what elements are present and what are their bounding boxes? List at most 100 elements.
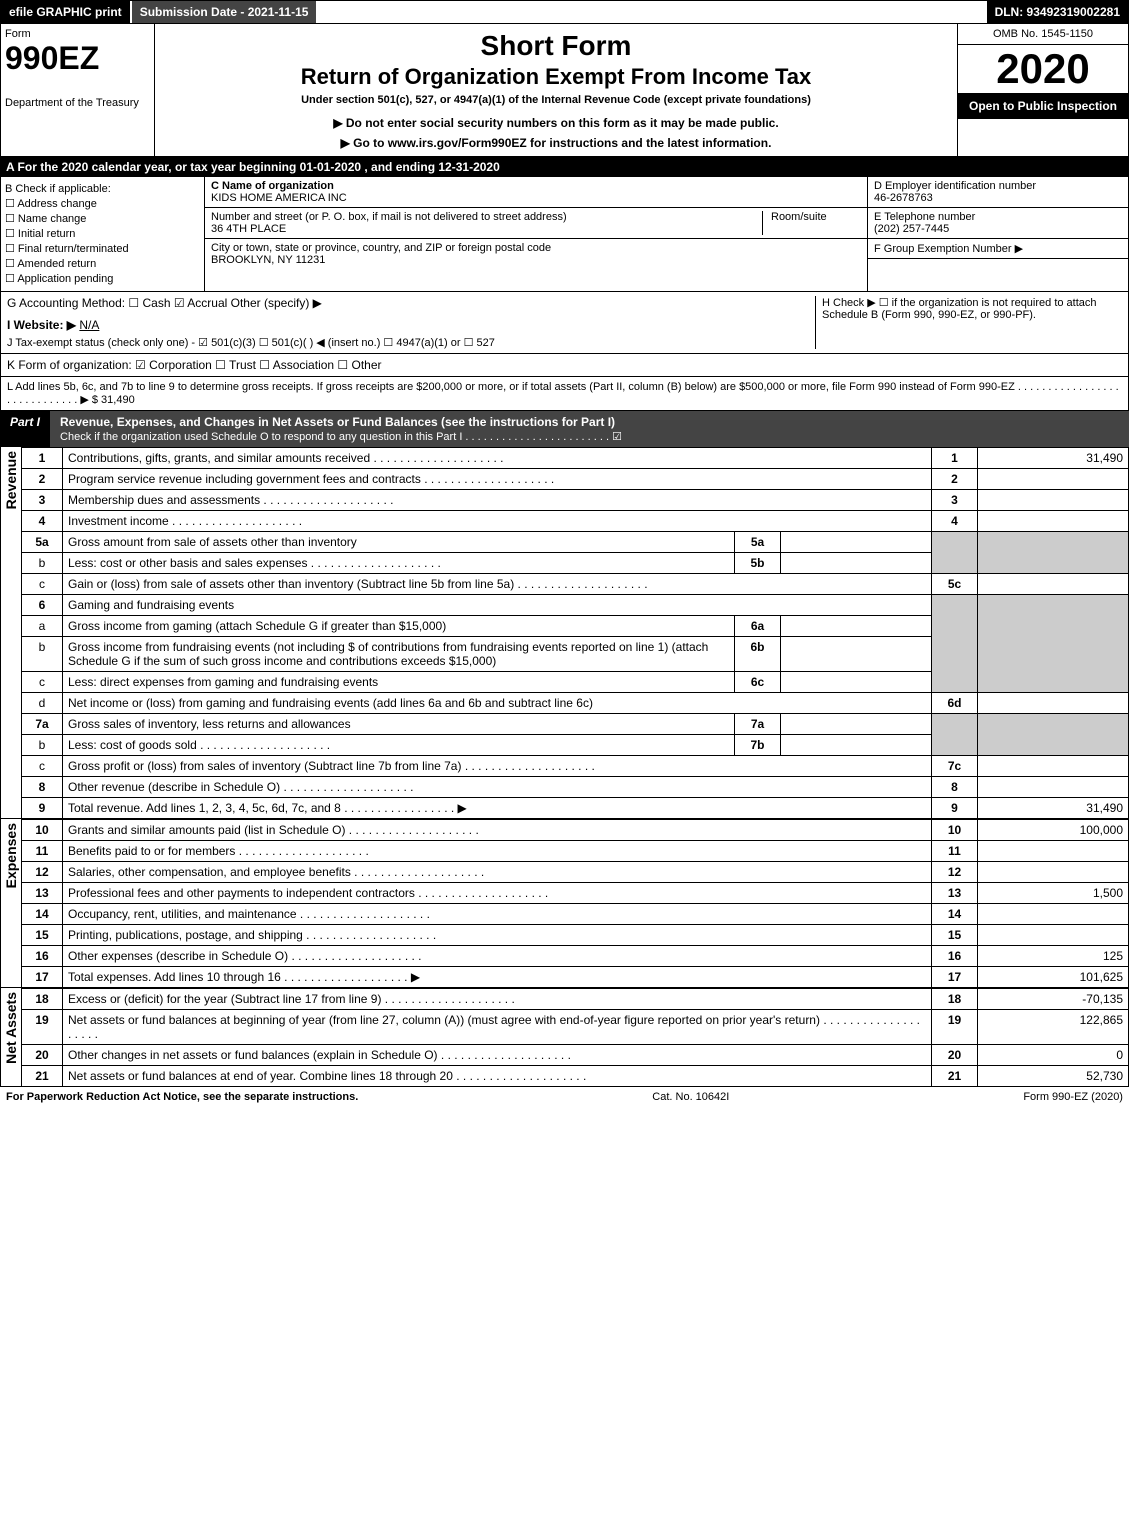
line-5b-box: 5b	[735, 553, 781, 574]
street: 36 4TH PLACE	[211, 223, 286, 235]
line-18-amt: -70,135	[978, 989, 1129, 1010]
line-7a-text: Gross sales of inventory, less returns a…	[63, 714, 735, 735]
line-21-text: Net assets or fund balances at end of ye…	[63, 1066, 932, 1087]
line-8-box: 8	[932, 777, 978, 798]
net-assets-section: Net Assets 18Excess or (deficit) for the…	[0, 988, 1129, 1087]
line-5c-box: 5c	[932, 574, 978, 595]
telephone: (202) 257-7445	[874, 223, 949, 235]
line-7b-amt	[781, 735, 932, 756]
b-name-change: Name change	[5, 212, 200, 225]
line-6-text: Gaming and fundraising events	[63, 595, 932, 616]
line-7a-box: 7a	[735, 714, 781, 735]
website-label: I Website: ▶	[7, 318, 76, 332]
b-amended: Amended return	[5, 257, 200, 270]
line-9-text: Total revenue. Add lines 1, 2, 3, 4, 5c,…	[68, 801, 341, 815]
line-5b-amt	[781, 553, 932, 574]
line-6d-text: Net income or (loss) from gaming and fun…	[63, 693, 932, 714]
line-8-amt	[978, 777, 1129, 798]
line-14-amt	[978, 904, 1129, 925]
part1-header: Part I Revenue, Expenses, and Changes in…	[0, 411, 1129, 447]
line-17-box: 17	[932, 967, 978, 988]
line-2-amt	[978, 469, 1129, 490]
line-13-amt: 1,500	[978, 883, 1129, 904]
tax-year: 2020	[958, 45, 1128, 93]
line-2-text: Program service revenue including govern…	[63, 469, 932, 490]
line-6c-box: 6c	[735, 672, 781, 693]
b-initial-return: Initial return	[5, 227, 200, 240]
line-7c-amt	[978, 756, 1129, 777]
line-19-amt: 122,865	[978, 1010, 1129, 1045]
netassets-side-label: Net Assets	[1, 988, 21, 1068]
line-6a-box: 6a	[735, 616, 781, 637]
line-13-box: 13	[932, 883, 978, 904]
line-15-box: 15	[932, 925, 978, 946]
line-16-text: Other expenses (describe in Schedule O)	[63, 946, 932, 967]
top-bar: efile GRAPHIC print Submission Date - 20…	[0, 0, 1129, 24]
part1-title: Revenue, Expenses, and Changes in Net As…	[60, 415, 615, 429]
line-9-box: 9	[932, 798, 978, 819]
line-7b-text: Less: cost of goods sold	[63, 735, 735, 756]
form-header: Form 990EZ Department of the Treasury Sh…	[0, 24, 1129, 157]
line-20-text: Other changes in net assets or fund bala…	[63, 1045, 932, 1066]
line-10-text: Grants and similar amounts paid (list in…	[63, 820, 932, 841]
line-5b-text: Less: cost or other basis and sales expe…	[63, 553, 735, 574]
footer-right: Form 990-EZ (2020)	[1023, 1091, 1123, 1103]
line-6b-amt	[781, 637, 932, 672]
ein: 46-2678763	[874, 192, 933, 204]
revenue-table: 1Contributions, gifts, grants, and simil…	[21, 447, 1129, 819]
line-21-box: 21	[932, 1066, 978, 1087]
line-7c-box: 7c	[932, 756, 978, 777]
line-14-text: Occupancy, rent, utilities, and maintena…	[63, 904, 932, 925]
tel-label: E Telephone number	[874, 211, 975, 223]
city-label: City or town, state or province, country…	[211, 242, 551, 254]
line-5a-box: 5a	[735, 532, 781, 553]
line-6b-text: Gross income from fundraising events (no…	[63, 637, 735, 672]
b-final-return: Final return/terminated	[5, 242, 200, 255]
section-b: B Check if applicable: Address change Na…	[1, 177, 205, 291]
b-address-change: Address change	[5, 197, 200, 210]
line-17-amt: 101,625	[978, 967, 1129, 988]
revenue-side-label: Revenue	[1, 447, 21, 513]
open-to-public: Open to Public Inspection	[958, 93, 1128, 119]
footer-mid: Cat. No. 10642I	[652, 1091, 729, 1103]
goto-label: ▶ Go to www.irs.gov/Form990EZ for instru…	[161, 136, 951, 150]
line-13-text: Professional fees and other payments to …	[63, 883, 932, 904]
under-section: Under section 501(c), 527, or 4947(a)(1)…	[161, 94, 951, 106]
room-suite-label: Room/suite	[762, 211, 861, 235]
line-6a-amt	[781, 616, 932, 637]
line-16-amt: 125	[978, 946, 1129, 967]
c-name-label: C Name of organization	[211, 180, 334, 192]
line-17-text: Total expenses. Add lines 10 through 16	[68, 970, 281, 984]
form-number: 990EZ	[5, 40, 150, 77]
line-6b-box: 6b	[735, 637, 781, 672]
line-14-box: 14	[932, 904, 978, 925]
part1-sub: Check if the organization used Schedule …	[60, 431, 622, 443]
line-4-text: Investment income	[63, 511, 932, 532]
line-7a-amt	[781, 714, 932, 735]
department-label: Department of the Treasury	[5, 97, 150, 109]
return-title: Return of Organization Exempt From Incom…	[161, 64, 951, 90]
form-word: Form	[5, 28, 150, 40]
line-18-box: 18	[932, 989, 978, 1010]
line-3-box: 3	[932, 490, 978, 511]
revenue-section: Revenue 1Contributions, gifts, grants, a…	[0, 447, 1129, 819]
line-4-box: 4	[932, 511, 978, 532]
expenses-side-label: Expenses	[1, 819, 21, 892]
omb-number: OMB No. 1545-1150	[958, 24, 1128, 45]
line-10-amt: 100,000	[978, 820, 1129, 841]
group-exemption-label: F Group Exemption Number ▶	[874, 243, 1023, 255]
line-5a-amt	[781, 532, 932, 553]
line-15-text: Printing, publications, postage, and shi…	[63, 925, 932, 946]
line-5c-text: Gain or (loss) from sale of assets other…	[63, 574, 932, 595]
submission-date: Submission Date - 2021-11-15	[130, 1, 317, 23]
line-1-box: 1	[932, 448, 978, 469]
line-5a-text: Gross amount from sale of assets other t…	[63, 532, 735, 553]
line-11-text: Benefits paid to or for members	[63, 841, 932, 862]
line-4-amt	[978, 511, 1129, 532]
net-assets-table: 18Excess or (deficit) for the year (Subt…	[21, 988, 1129, 1087]
form-organization: K Form of organization: ☑ Corporation ☐ …	[0, 354, 1129, 377]
line-12-box: 12	[932, 862, 978, 883]
dln: DLN: 93492319002281	[987, 1, 1128, 23]
line-6d-box: 6d	[932, 693, 978, 714]
line-1-amt: 31,490	[978, 448, 1129, 469]
